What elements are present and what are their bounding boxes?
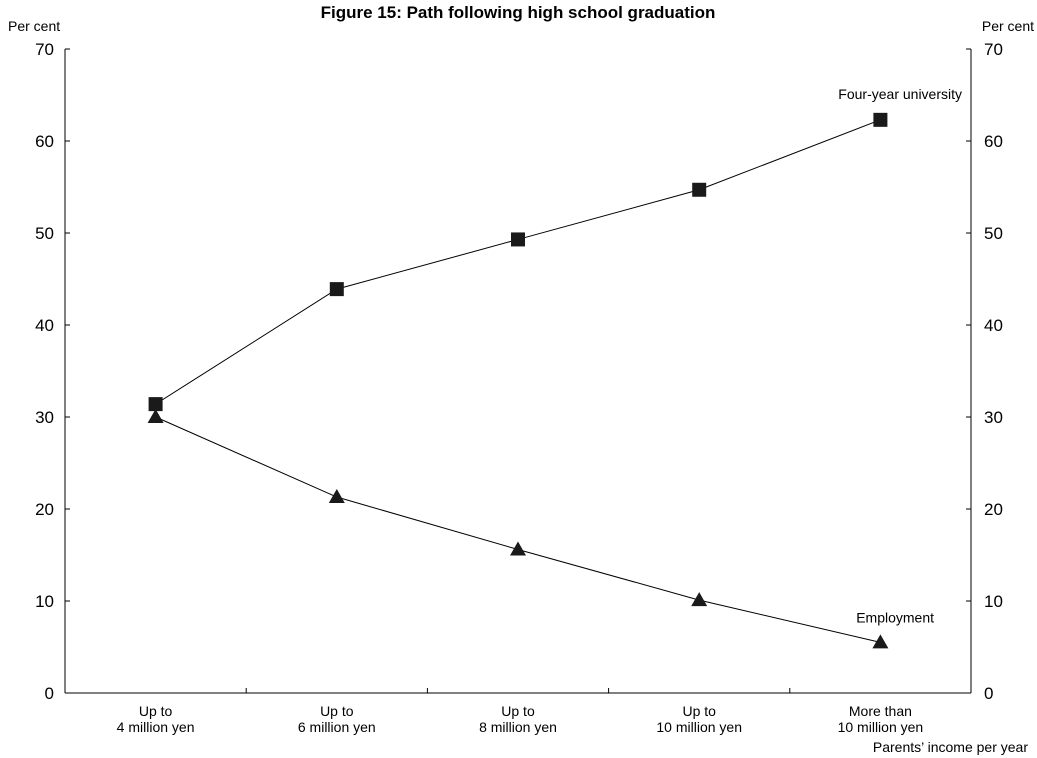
series-label: Employment	[856, 609, 934, 625]
x-category-label: 8 million yen	[479, 719, 557, 735]
y-tick-label-right: 70	[984, 40, 1003, 59]
y-tick-label-left: 60	[35, 132, 54, 151]
y-axis-left-ticks: 0 10 20 30 40 50 60 70	[35, 40, 70, 703]
x-category-label: Up to	[320, 703, 354, 719]
x-category-label: Up to	[139, 703, 173, 719]
data-point-square	[511, 232, 525, 247]
y-tick-label-right: 30	[984, 408, 1003, 427]
data-point-triangle	[872, 634, 889, 649]
x-category-label: 10 million yen	[838, 719, 924, 735]
y-tick-label-left: 30	[35, 408, 54, 427]
series-line	[155, 416, 881, 643]
x-category-label: More than	[849, 703, 912, 719]
series-label: Four-year university	[838, 86, 962, 102]
y-unit-right: Per cent	[982, 18, 1034, 34]
y-axis-right-ticks: 0 10 20 30 40 50 60 70	[966, 40, 1003, 703]
x-axis-label: Parents’ income per year	[873, 739, 1028, 755]
x-category-label: 4 million yen	[117, 719, 195, 735]
series-square	[148, 112, 888, 412]
data-point-square	[329, 282, 344, 297]
series-line	[155, 119, 881, 405]
data-point-triangle	[328, 489, 345, 504]
data-point-square	[148, 397, 163, 412]
y-unit-left: Per cent	[8, 18, 60, 34]
y-tick-label-right: 10	[984, 592, 1003, 611]
x-category-label: Up to	[682, 703, 716, 719]
series-triangle	[147, 409, 889, 649]
y-tick-label-right: 40	[984, 316, 1003, 335]
y-tick-label-right: 60	[984, 132, 1003, 151]
data-point-triangle	[510, 541, 526, 556]
data-point-square	[692, 182, 707, 197]
axes	[64, 49, 972, 694]
data-point-triangle	[147, 409, 164, 423]
y-tick-label-right: 0	[984, 684, 993, 703]
chart-title: Figure 15: Path following high school gr…	[321, 3, 716, 22]
series-layer	[147, 112, 889, 649]
series-labels: Four-year university Employment	[838, 86, 962, 626]
data-point-square	[873, 112, 888, 127]
x-category-label: 6 million yen	[298, 719, 376, 735]
y-tick-label-left: 0	[45, 684, 54, 703]
x-category-label: 10 million yen	[656, 719, 742, 735]
y-tick-label-right: 50	[984, 224, 1003, 243]
x-category-label: Up to	[501, 703, 535, 719]
y-tick-label-left: 50	[35, 224, 54, 243]
y-tick-label-left: 10	[35, 592, 54, 611]
y-tick-label-right: 20	[984, 500, 1003, 519]
data-point-triangle	[691, 592, 708, 607]
y-tick-label-left: 40	[35, 316, 54, 335]
y-tick-label-left: 20	[35, 500, 54, 519]
y-tick-label-left: 70	[35, 40, 54, 59]
